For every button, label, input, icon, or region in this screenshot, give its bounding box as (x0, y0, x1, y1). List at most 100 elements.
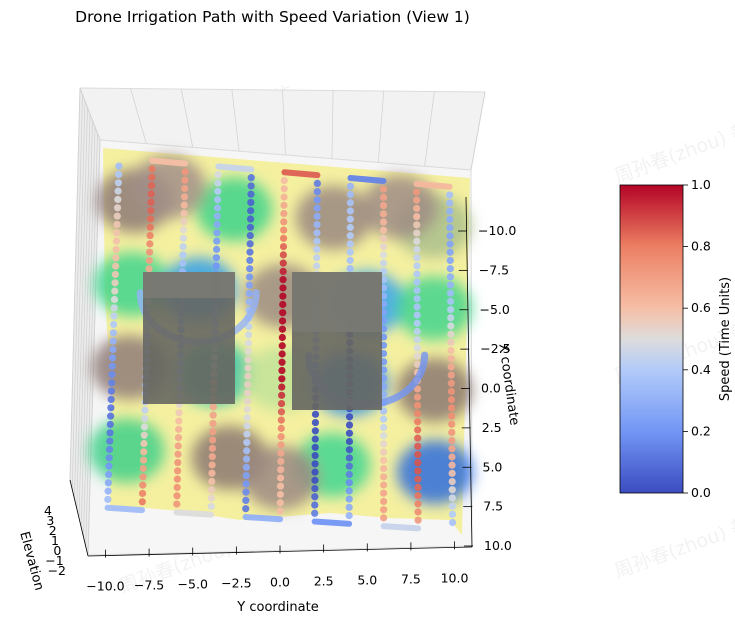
path-point (313, 229, 321, 237)
path-point (181, 176, 189, 184)
path-point (115, 162, 123, 170)
path-point (414, 483, 422, 491)
path-point (380, 514, 388, 522)
path-point (280, 226, 288, 234)
terrain-blob (295, 185, 372, 250)
path-point (277, 466, 285, 474)
path-point (107, 404, 115, 412)
path-point (345, 437, 354, 446)
colorbar-tick-label: 0.0 (691, 485, 711, 500)
path-point (208, 453, 216, 461)
path-point (448, 477, 456, 486)
path-point (379, 432, 388, 440)
path-point (447, 363, 455, 371)
y-ticks: −10.0 −7.5 −5.0 −2.5 0.0 2.5 5.0 7.5 10.0 (458, 223, 516, 553)
path-point (345, 446, 354, 454)
path-point (346, 265, 354, 273)
path-point (278, 383, 286, 391)
path-point (247, 174, 255, 182)
grid-line (282, 89, 286, 156)
path-point (279, 234, 288, 242)
path-turn (215, 163, 255, 173)
path-point (245, 281, 254, 289)
path-point (413, 221, 421, 229)
path-point (111, 270, 119, 279)
path-point (413, 344, 421, 352)
x-ticks: −10.0 −7.5 −5.0 −2.5 0.0 2.5 5.0 7.5 10.0 (86, 541, 469, 594)
path-point (148, 165, 156, 173)
path-point (244, 339, 253, 347)
path-point (447, 379, 455, 387)
path-point (346, 199, 354, 207)
colorbar-label: Speed (Time Units) (718, 277, 733, 401)
path-point (145, 265, 153, 273)
path-point (105, 470, 113, 479)
path-point (413, 229, 421, 237)
path-point (345, 413, 354, 421)
x-tick-label: 2.5 (314, 573, 334, 588)
obstacle-1 (143, 272, 235, 404)
path-point (139, 456, 148, 464)
z-axis-label: Elevation (16, 530, 46, 592)
grid-line (69, 87, 81, 481)
path-point (110, 295, 119, 304)
path-point (446, 215, 454, 224)
path-point (311, 476, 319, 484)
path-point (346, 215, 354, 223)
path-point (279, 300, 287, 309)
path-point (446, 199, 454, 207)
path-point (448, 453, 456, 461)
path-point (345, 462, 353, 470)
path-point (446, 289, 455, 297)
path-point (345, 495, 353, 503)
path-point (311, 460, 319, 468)
path-point (413, 319, 421, 327)
path-point (279, 243, 288, 251)
path-point (247, 182, 255, 190)
y-tick-label: −10.0 (478, 223, 516, 238)
path-point (413, 303, 421, 311)
x-tick-label: 7.5 (401, 571, 421, 586)
path-point (146, 231, 154, 240)
path-point (244, 347, 252, 356)
path-point (104, 479, 112, 487)
grid-line (424, 91, 435, 167)
path-point (379, 218, 388, 226)
path-point (108, 370, 116, 379)
path-point (105, 462, 113, 470)
path-point (380, 464, 388, 473)
path-point (242, 463, 251, 471)
path-point (413, 401, 422, 409)
path-point (148, 173, 156, 181)
path-point (111, 287, 119, 295)
y-tick-label: −2.5 (480, 341, 510, 356)
path-point (346, 182, 355, 190)
terrain-blob (395, 276, 472, 341)
path-point (207, 494, 216, 502)
path-point (113, 212, 121, 220)
grid-line (130, 88, 147, 144)
path-point (109, 337, 117, 345)
obstacle-2 (292, 272, 382, 410)
path-point (313, 204, 321, 212)
path-point (245, 273, 254, 281)
path-point (246, 265, 254, 273)
x-tick-label: −2.5 (221, 576, 251, 591)
path-point (414, 409, 422, 418)
path-point (244, 364, 252, 372)
path-turn (311, 518, 353, 527)
path-point (413, 278, 421, 286)
path-point (243, 438, 251, 447)
x-axis-label: Y coordinate (236, 600, 318, 615)
path-point (244, 380, 252, 389)
path-point (213, 229, 221, 237)
path-point (111, 279, 119, 287)
path-point (414, 500, 422, 508)
path-point (313, 212, 321, 220)
path-point (245, 331, 253, 339)
path-point (147, 182, 156, 190)
path-point (447, 330, 455, 338)
path-point (244, 356, 252, 364)
path-point (108, 354, 117, 362)
